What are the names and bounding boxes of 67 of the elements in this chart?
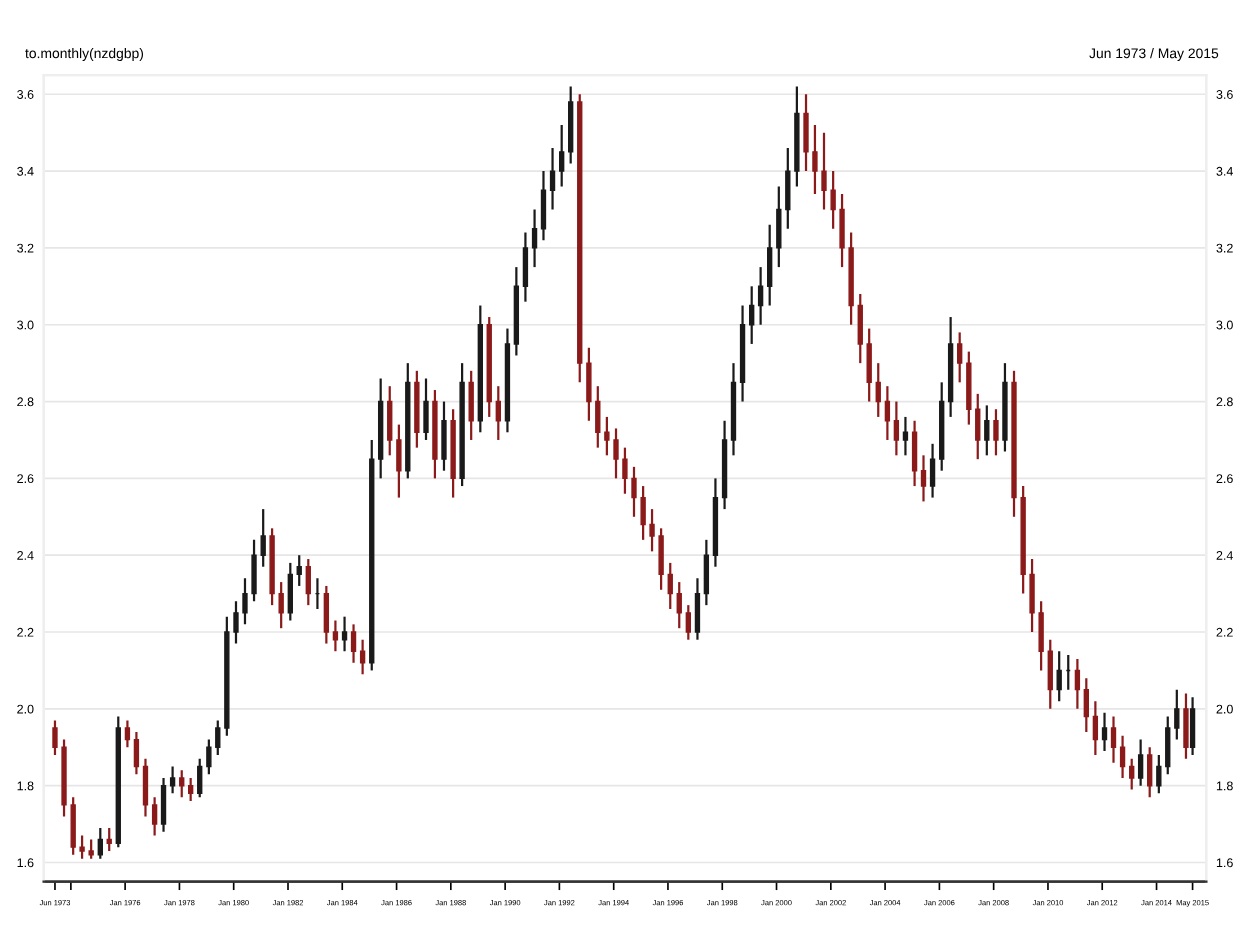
- candlestick: [1137, 738, 1144, 787]
- candlestick: [911, 419, 918, 488]
- candlestick: [179, 769, 185, 799]
- candlestick: [160, 776, 167, 833]
- candlestick: [685, 604, 691, 641]
- candlestick: [902, 415, 909, 457]
- candlestick: [776, 185, 782, 269]
- candlestick: [559, 123, 565, 188]
- candlestick: [1189, 696, 1196, 757]
- candlestick: [1047, 638, 1053, 710]
- candlestick: [757, 266, 764, 326]
- candlestick: [920, 454, 927, 503]
- candlestick: [866, 327, 872, 403]
- candlestick: [785, 146, 791, 230]
- candlestick: [1147, 746, 1153, 799]
- candlestick: [260, 508, 266, 568]
- candlestick: [133, 730, 140, 776]
- candlestick: [423, 377, 429, 442]
- candlestick: [540, 169, 547, 242]
- candlestick: [287, 561, 293, 622]
- candlestick: [197, 757, 203, 799]
- candlestick: [387, 385, 393, 457]
- candlestick: [124, 719, 131, 749]
- candlestick: [1056, 650, 1062, 703]
- candlestick: [1110, 715, 1117, 764]
- candlestick: [957, 331, 963, 384]
- candlestick: [522, 231, 529, 303]
- candlestick: [396, 423, 402, 499]
- candlestick: [857, 292, 863, 365]
- candlestick: [142, 757, 149, 818]
- candlestick: [151, 796, 158, 837]
- candlestick: [187, 776, 194, 803]
- candlestick: [495, 385, 501, 442]
- candlestick: [97, 826, 103, 860]
- candlestick: [667, 561, 673, 611]
- candlestick: [1119, 734, 1126, 780]
- candlestick: [1183, 692, 1189, 760]
- candlestick: [1174, 688, 1180, 741]
- candlestick: [341, 615, 348, 653]
- candlestick: [694, 577, 701, 641]
- candlestick: [305, 557, 311, 607]
- candlestick: [676, 580, 682, 630]
- candlestick: [549, 146, 556, 211]
- candlestick: [350, 623, 357, 664]
- candlestick: [1092, 700, 1099, 757]
- candlestick: [296, 554, 302, 588]
- candlestick: [984, 404, 990, 457]
- candlestick: [884, 385, 891, 442]
- candlestick: [1101, 711, 1108, 753]
- candlestick: [993, 408, 999, 457]
- candlestick: [441, 400, 447, 472]
- candlestick: [1129, 757, 1135, 791]
- candlestick: [1074, 657, 1081, 710]
- candlestick: [332, 619, 339, 653]
- candlestick: [359, 638, 366, 676]
- candlestick: [323, 584, 330, 645]
- candlestick: [169, 765, 176, 795]
- candlestick: [875, 362, 881, 419]
- candlestick: [106, 826, 112, 853]
- candlestick: [767, 223, 773, 307]
- candlestick: [468, 369, 474, 442]
- candlestick: [1083, 677, 1089, 734]
- candlestick: [929, 442, 936, 499]
- candlestick: [703, 538, 710, 607]
- candlestick: [531, 208, 538, 269]
- candlestick: [893, 400, 900, 457]
- candlestick: [749, 285, 755, 346]
